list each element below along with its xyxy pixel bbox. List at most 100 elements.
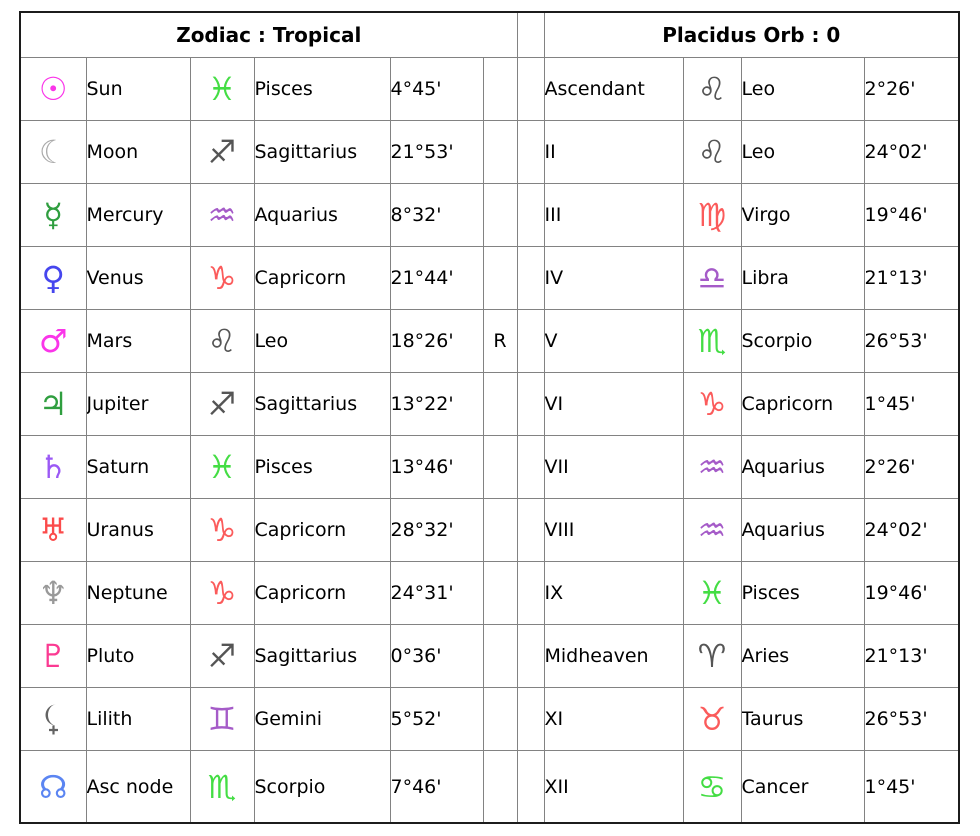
- aquarius-icon: ♒: [697, 448, 727, 486]
- degree-value: 21°13': [863, 624, 960, 688]
- degree-value: 2°26': [863, 435, 960, 499]
- degree-value: 5°52': [389, 687, 484, 751]
- planet-name: Neptune: [85, 561, 191, 625]
- sign-name: Leo: [253, 309, 391, 373]
- sign-name: Capricorn: [253, 498, 391, 562]
- spacer-cell: [516, 687, 545, 751]
- degree-value: 21°53': [389, 120, 484, 184]
- degree-value: 0°36': [389, 624, 484, 688]
- degree-value: 2°26': [863, 57, 960, 121]
- table-row: ♃ Jupiter ♐ Sagittarius 13°22' VI ♑ Capr…: [19, 372, 960, 436]
- table-row: Lilith ♊ Gemini 5°52' XI ♉ Taurus 26°53': [19, 687, 960, 751]
- degree-value: 24°02': [863, 120, 960, 184]
- spacer-cell: [516, 120, 545, 184]
- sun-icon: ☉: [38, 70, 68, 108]
- capricorn-icon: ♑: [207, 511, 237, 549]
- sign-name: Aries: [740, 624, 865, 688]
- retrograde-flag: [482, 183, 518, 247]
- degree-value: 18°26': [389, 309, 484, 373]
- sign-name: Libra: [740, 246, 865, 310]
- sign-name: Virgo: [740, 183, 865, 247]
- sign-name: Capricorn: [740, 372, 865, 436]
- degree-value: 26°53': [863, 687, 960, 751]
- sign-name: Aquarius: [740, 498, 865, 562]
- mars-icon: ♂: [38, 322, 68, 360]
- retrograde-flag: [482, 687, 518, 751]
- sign-name: Pisces: [253, 57, 391, 121]
- degree-value: 26°53': [863, 309, 960, 373]
- house-name: IV: [543, 246, 684, 310]
- scorpio-icon: ♏: [207, 767, 237, 806]
- venus-icon: ♀: [41, 259, 65, 297]
- lilith-icon: [42, 702, 64, 737]
- degree-value: 13°46': [389, 435, 484, 499]
- capricorn-icon: ♑: [697, 385, 727, 423]
- retrograde-flag: [482, 57, 518, 121]
- sign-name: Sagittarius: [253, 372, 391, 436]
- aries-icon: ♈: [697, 637, 727, 675]
- leo-icon: ♌: [207, 322, 237, 360]
- sign-name: Aquarius: [740, 435, 865, 499]
- saturn-icon: ♄: [38, 448, 68, 486]
- degree-value: 19°46': [863, 561, 960, 625]
- planet-name: Uranus: [85, 498, 191, 562]
- degree-value: 7°46': [389, 750, 484, 824]
- houses-table-title: Placidus Orb : 0: [543, 11, 960, 58]
- table-row: ♇ Pluto ♐ Sagittarius 0°36' Midheaven ♈ …: [19, 624, 960, 688]
- house-name: Ascendant: [543, 57, 684, 121]
- house-name: VI: [543, 372, 684, 436]
- table-row: ♅ Uranus ♑ Capricorn 28°32' VIII ♒ Aquar…: [19, 498, 960, 562]
- table-row: ☊ Asc node ♏ Scorpio 7°46' XII ♋ Cancer …: [19, 750, 960, 824]
- planet-name: Mars: [85, 309, 191, 373]
- spacer-cell: [516, 624, 545, 688]
- pisces-icon: ♓: [207, 448, 237, 486]
- table-row: ☾ Moon ♐ Sagittarius 21°53' II ♌ Leo 24°…: [19, 120, 960, 184]
- aquarius-icon: ♒: [207, 196, 237, 234]
- degree-value: 13°22': [389, 372, 484, 436]
- planet-name: Lilith: [85, 687, 191, 751]
- house-name: II: [543, 120, 684, 184]
- spacer-cell: [516, 309, 545, 373]
- house-name: VII: [543, 435, 684, 499]
- house-name: VIII: [543, 498, 684, 562]
- house-name: III: [543, 183, 684, 247]
- pisces-icon: ♓: [207, 70, 237, 108]
- table-row: ♂ Mars ♌ Leo 18°26' R V ♏ Scorpio 26°53': [19, 309, 960, 373]
- planet-name: Asc node: [85, 750, 191, 824]
- sign-name: Taurus: [740, 687, 865, 751]
- jupiter-icon: ♃: [38, 385, 68, 423]
- leo-icon: ♌: [697, 70, 727, 108]
- spacer-cell: [516, 435, 545, 499]
- degree-value: 21°13': [863, 246, 960, 310]
- retrograde-flag: [482, 750, 518, 824]
- sign-name: Sagittarius: [253, 120, 391, 184]
- retrograde-flag: [482, 435, 518, 499]
- astro-positions-table: Zodiac : Tropical Placidus Orb : 0 ☉ Sun…: [19, 11, 961, 824]
- degree-value: 1°45': [863, 372, 960, 436]
- spacer-cell: [516, 750, 545, 824]
- sign-name: Capricorn: [253, 246, 391, 310]
- sign-name: Cancer: [740, 750, 865, 824]
- header-row: Zodiac : Tropical Placidus Orb : 0: [19, 11, 960, 58]
- leo-icon: ♌: [697, 133, 727, 171]
- uranus-icon: ♅: [38, 511, 68, 549]
- spacer-cell: [516, 183, 545, 247]
- house-name: XII: [543, 750, 684, 824]
- gemini-icon: ♊: [207, 700, 237, 738]
- retrograde-flag: [482, 372, 518, 436]
- spacer-cell: [516, 498, 545, 562]
- retrograde-flag: [482, 561, 518, 625]
- sign-name: Gemini: [253, 687, 391, 751]
- planet-name: Venus: [85, 246, 191, 310]
- spacer-cell: [516, 246, 545, 310]
- pisces-icon: ♓: [697, 574, 727, 612]
- sign-name: Capricorn: [253, 561, 391, 625]
- degree-value: 1°45': [863, 750, 960, 824]
- table-row: ☉ Sun ♓ Pisces 4°45' Ascendant ♌ Leo 2°2…: [19, 57, 960, 121]
- sign-name: Pisces: [740, 561, 865, 625]
- moon-icon: ☾: [38, 133, 68, 171]
- planet-name: Pluto: [85, 624, 191, 688]
- degree-value: 24°31': [389, 561, 484, 625]
- retrograde-flag: [482, 120, 518, 184]
